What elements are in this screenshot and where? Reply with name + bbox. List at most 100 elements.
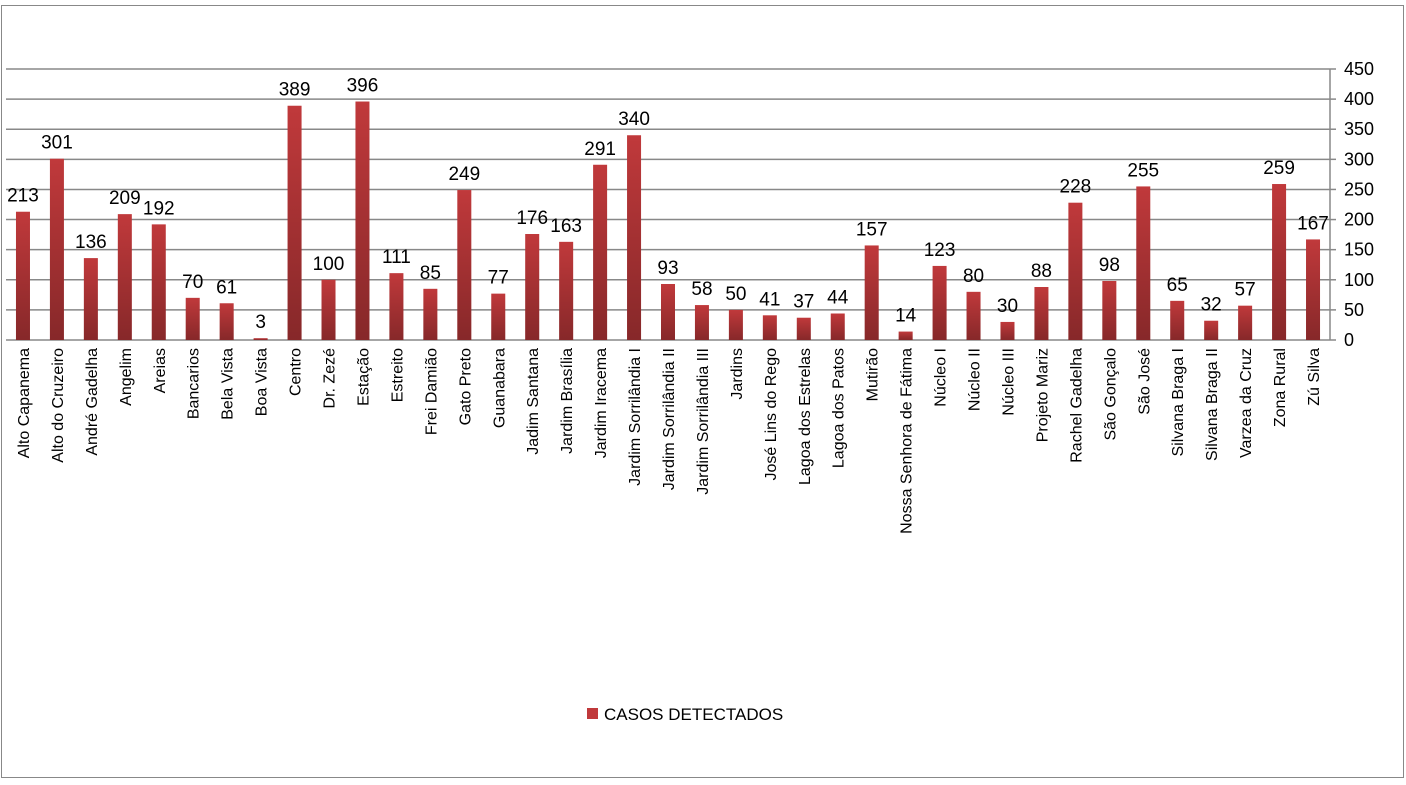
bar-shade bbox=[525, 234, 540, 340]
x-tick-label: Estreito bbox=[389, 348, 406, 402]
bar-shade bbox=[966, 291, 981, 340]
x-tick-label: Alto Capanema bbox=[16, 348, 33, 458]
bar-shade bbox=[762, 315, 777, 340]
x-tick-label: Jardins bbox=[729, 348, 746, 400]
x-tick-label: Zona Rural bbox=[1272, 348, 1289, 427]
data-label: 100 bbox=[313, 254, 345, 275]
x-tick-label: Areias bbox=[152, 348, 169, 393]
y-tick-label: 0 bbox=[1344, 330, 1354, 350]
data-label: 249 bbox=[448, 164, 480, 185]
x-tick-label: Boa Vista bbox=[254, 348, 271, 416]
x-tick-label: Jardim Sorrilândia III bbox=[695, 348, 712, 495]
bar-shade bbox=[355, 101, 370, 341]
bar-shade bbox=[1238, 305, 1253, 340]
bar-shade bbox=[898, 331, 913, 340]
data-label: 3 bbox=[255, 312, 266, 333]
data-label: 85 bbox=[420, 263, 441, 284]
data-label: 41 bbox=[759, 289, 780, 310]
x-tick-label: Lagoa dos Estrelas bbox=[797, 348, 814, 485]
y-tick-label: 450 bbox=[1344, 59, 1374, 79]
x-tick-label: Zú Silva bbox=[1306, 348, 1323, 406]
x-tick-label: Dr. Zezé bbox=[322, 348, 339, 409]
data-label: 228 bbox=[1060, 177, 1092, 198]
x-tick-label: Silvana Braga I bbox=[1170, 348, 1187, 457]
bar-shade bbox=[661, 283, 675, 340]
y-tick-label: 350 bbox=[1344, 119, 1374, 139]
legend-label: CASOS DETECTADOS bbox=[604, 705, 783, 724]
bar-shade bbox=[423, 288, 438, 340]
data-label: 255 bbox=[1127, 160, 1159, 181]
bar-shade bbox=[627, 135, 642, 340]
data-label: 93 bbox=[657, 258, 678, 279]
data-label: 50 bbox=[725, 284, 746, 305]
bar-shade bbox=[1170, 300, 1185, 340]
bar-shade bbox=[219, 303, 234, 340]
x-tick-label: Rachel Gadelha bbox=[1068, 348, 1085, 463]
data-label: 57 bbox=[1235, 280, 1256, 301]
x-tick-label: Projeto Mariz bbox=[1034, 348, 1051, 442]
bar-shade bbox=[117, 214, 132, 340]
x-tick-label: Varzea da Cruz bbox=[1238, 348, 1255, 458]
bar-shade bbox=[1204, 320, 1219, 340]
bar-shade bbox=[593, 164, 608, 340]
x-tick-label: Estação bbox=[355, 348, 372, 406]
x-tick-label: Mutirão bbox=[865, 348, 882, 401]
bar-shade bbox=[1102, 280, 1117, 340]
bar-shade bbox=[1034, 287, 1049, 340]
bar-shade bbox=[1272, 184, 1287, 340]
bar-shade bbox=[491, 293, 506, 340]
data-label: 136 bbox=[75, 232, 107, 253]
y-tick-label: 250 bbox=[1344, 179, 1374, 199]
data-label: 80 bbox=[963, 266, 984, 287]
bar-shade bbox=[287, 105, 302, 340]
bar-shade bbox=[1136, 186, 1151, 340]
data-label: 30 bbox=[997, 296, 1018, 317]
x-tick-label: André Gadelha bbox=[84, 348, 101, 456]
y-tick-label: 400 bbox=[1344, 89, 1374, 109]
chart-border bbox=[1, 5, 1404, 778]
y-tick-label: 200 bbox=[1344, 210, 1374, 230]
bar-shade bbox=[321, 279, 336, 340]
data-label: 111 bbox=[382, 247, 411, 268]
data-label: 213 bbox=[7, 186, 39, 207]
x-tick-label: Jardim Sorrilândia I bbox=[627, 348, 644, 486]
y-tick-label: 50 bbox=[1344, 300, 1364, 320]
y-tick-label: 300 bbox=[1344, 149, 1374, 169]
data-label: 340 bbox=[618, 109, 650, 130]
data-label: 77 bbox=[488, 268, 509, 289]
bar-shade bbox=[728, 309, 743, 340]
bar-shade bbox=[389, 273, 404, 340]
bar-shade bbox=[49, 158, 64, 340]
data-label: 58 bbox=[691, 279, 712, 300]
data-label: 163 bbox=[550, 216, 582, 237]
data-label: 37 bbox=[793, 292, 814, 313]
x-tick-label: Bela Vista bbox=[220, 348, 237, 420]
bar-shade bbox=[185, 297, 200, 340]
y-tick-label: 100 bbox=[1344, 270, 1374, 290]
data-label: 65 bbox=[1167, 275, 1188, 296]
data-label: 301 bbox=[41, 133, 73, 154]
data-label: 209 bbox=[109, 188, 141, 209]
x-tick-label: Núcleo I bbox=[933, 348, 950, 407]
x-tick-label: Jardim Brasília bbox=[559, 348, 576, 454]
x-tick-label: Frei Damião bbox=[423, 348, 440, 435]
bar-shade bbox=[1068, 202, 1083, 340]
legend-swatch bbox=[587, 708, 598, 719]
data-label: 32 bbox=[1201, 295, 1222, 316]
data-label: 396 bbox=[347, 76, 379, 97]
data-label: 259 bbox=[1263, 158, 1295, 179]
x-tick-label: Nossa Senhora de Fátima bbox=[899, 348, 916, 534]
x-tick-label: São Gonçalo bbox=[1102, 348, 1119, 441]
x-tick-label: São José bbox=[1136, 348, 1153, 415]
x-tick-label: Jardim Iracema bbox=[593, 348, 610, 458]
x-tick-label: Jardim Sorrilândia II bbox=[661, 348, 678, 490]
data-label: 61 bbox=[216, 277, 237, 298]
bar-shade bbox=[694, 305, 709, 340]
x-tick-label: Guanabara bbox=[491, 348, 508, 428]
data-label: 14 bbox=[895, 306, 917, 327]
bar-shade bbox=[151, 224, 166, 340]
data-label: 389 bbox=[279, 80, 311, 101]
bar-shade bbox=[253, 338, 268, 340]
data-label: 291 bbox=[584, 139, 616, 160]
